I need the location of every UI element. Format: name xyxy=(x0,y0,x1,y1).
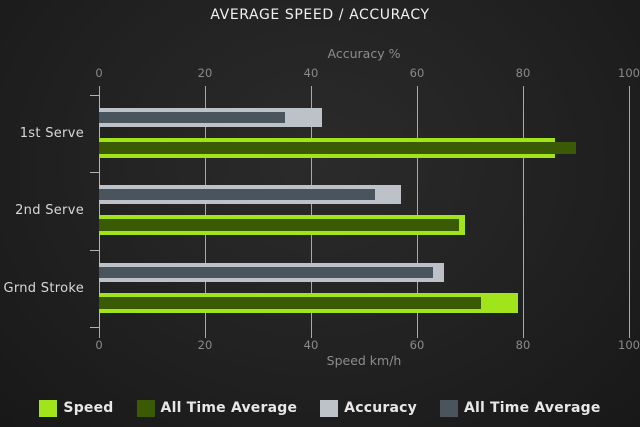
accuracy-avg-bar xyxy=(99,112,285,123)
category-boundary-tick xyxy=(90,172,99,173)
top-tick-label: 0 xyxy=(95,66,103,80)
legend-item-accuracy: Accuracy xyxy=(320,399,417,417)
category-label: 1st Serve xyxy=(19,126,84,141)
category-label: Grnd Stroke xyxy=(3,281,84,296)
chart-title: AVERAGE SPEED / ACCURACY xyxy=(210,7,430,23)
accuracy-legend-swatch xyxy=(320,399,339,417)
bottom-tick-label: 40 xyxy=(303,338,319,352)
accuracy-avg-bar xyxy=(99,267,433,278)
bottom-tick-label: 100 xyxy=(618,338,640,352)
accuracy-avg-legend-swatch xyxy=(439,399,458,417)
speed-avg-legend-swatch xyxy=(136,399,155,417)
gridline xyxy=(311,86,312,338)
bottom-tick-label: 80 xyxy=(515,338,531,352)
top-tick-label: 60 xyxy=(409,66,425,80)
top-tick-label: 100 xyxy=(618,66,640,80)
top-tick-label: 20 xyxy=(197,66,213,80)
bottom-tick-label: 0 xyxy=(95,338,103,352)
legend-label: All Time Average xyxy=(160,400,298,416)
legend-item-speed-avg: All Time Average xyxy=(136,399,298,417)
gridline xyxy=(523,86,524,338)
category-boundary-tick xyxy=(90,250,99,251)
speed-avg-bar xyxy=(99,297,481,309)
speed-avg-bar xyxy=(99,142,576,154)
top-tick-label: 80 xyxy=(515,66,531,80)
legend-label: Accuracy xyxy=(344,400,417,416)
bottom-tick-label: 60 xyxy=(409,338,425,352)
gridline xyxy=(629,86,630,338)
category-boundary-tick xyxy=(90,327,99,328)
bottom-axis-title: Speed km/h xyxy=(326,353,402,368)
speed-legend-swatch xyxy=(39,399,58,417)
top-tick-label: 40 xyxy=(303,66,319,80)
speed-avg-bar xyxy=(99,219,459,231)
legend-item-speed: Speed xyxy=(39,399,114,417)
category-boundary-tick xyxy=(90,95,99,96)
accuracy-avg-bar xyxy=(99,189,375,200)
legend: Speed All Time Average Accuracy All Time Av… xyxy=(0,398,640,418)
legend-label: All Time Average xyxy=(463,400,601,416)
top-axis-title: Accuracy % xyxy=(327,46,401,61)
bottom-tick-label: 20 xyxy=(197,338,213,352)
legend-label: Speed xyxy=(63,400,114,416)
gridline xyxy=(205,86,206,338)
legend-item-accuracy-avg: All Time Average xyxy=(439,399,601,417)
gridline xyxy=(417,86,418,338)
category-label: 2nd Serve xyxy=(15,203,84,218)
left-axis-spine xyxy=(99,95,100,327)
